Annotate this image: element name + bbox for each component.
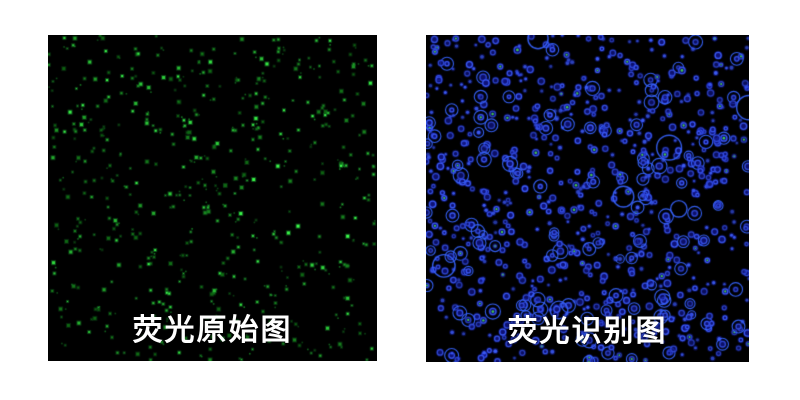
panel-fluorescence-original: 荧光原始图 — [48, 35, 377, 361]
fluorescence-recognition-image — [426, 35, 749, 362]
panel-fluorescence-recognition: 荧光识别图 — [426, 35, 749, 362]
fluorescence-original-image — [48, 35, 377, 361]
